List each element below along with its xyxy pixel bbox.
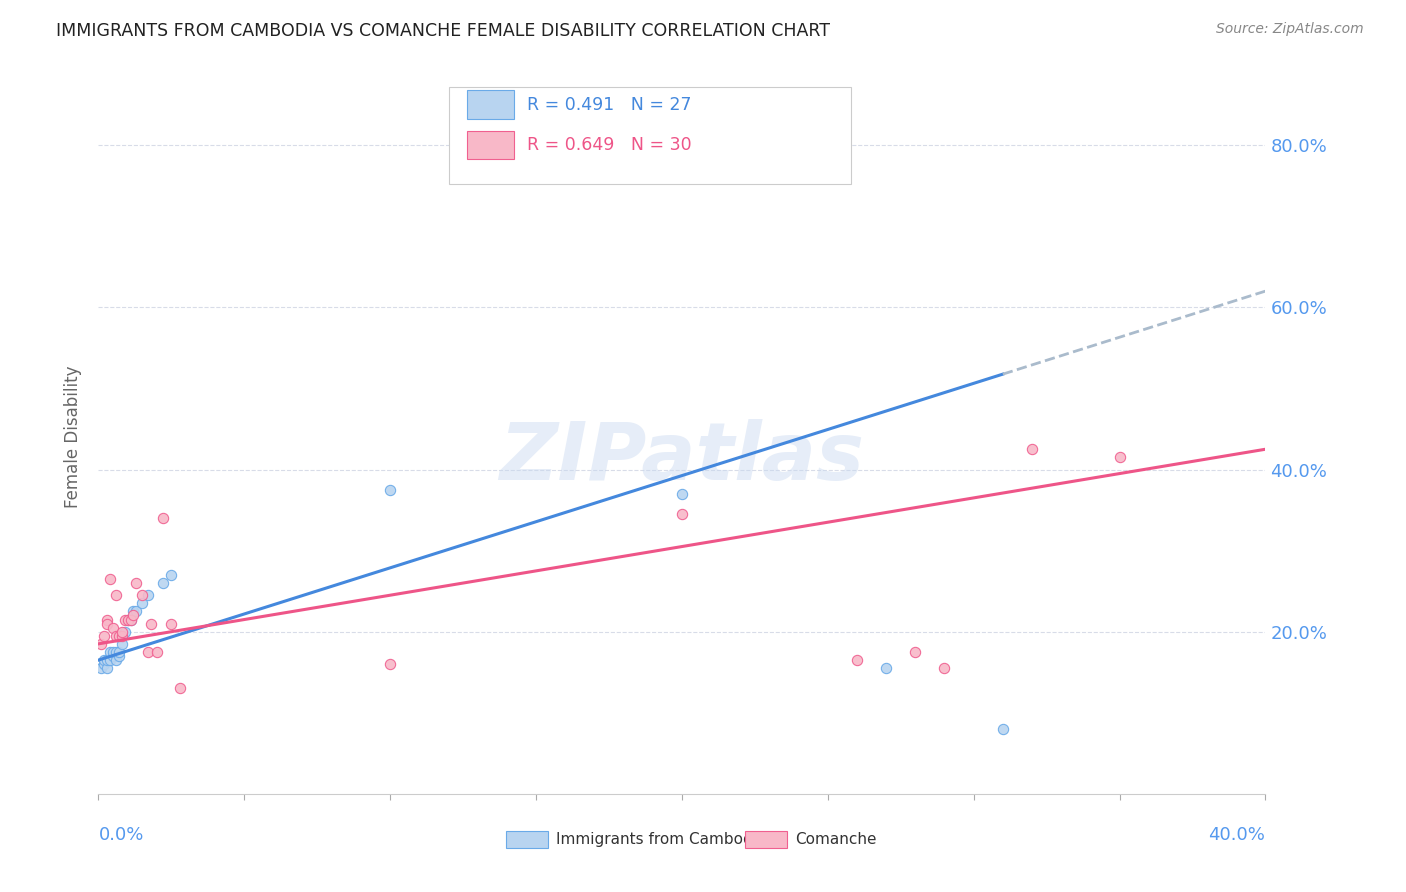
Text: ZIPatlas: ZIPatlas — [499, 419, 865, 498]
FancyBboxPatch shape — [449, 87, 851, 184]
Point — [104, 588, 127, 602]
Point — [96, 653, 118, 667]
Point — [114, 624, 136, 639]
Point — [122, 608, 145, 623]
Point — [875, 661, 897, 675]
Point — [101, 645, 124, 659]
Point — [93, 653, 115, 667]
Point — [934, 661, 956, 675]
Text: Immigrants from Cambodia: Immigrants from Cambodia — [555, 832, 766, 847]
Point — [671, 507, 693, 521]
Point — [378, 483, 402, 497]
FancyBboxPatch shape — [506, 831, 548, 848]
Point — [122, 604, 145, 618]
Point — [152, 576, 174, 591]
Point — [904, 645, 927, 659]
Text: R = 0.491   N = 27: R = 0.491 N = 27 — [527, 95, 692, 113]
Point — [108, 648, 131, 663]
Point — [117, 613, 139, 627]
Point — [1108, 450, 1130, 465]
Point — [1021, 442, 1043, 457]
Point — [96, 616, 118, 631]
Point — [108, 629, 131, 643]
Point — [114, 613, 136, 627]
Point — [160, 616, 183, 631]
Point — [96, 661, 118, 675]
Text: Source: ZipAtlas.com: Source: ZipAtlas.com — [1216, 22, 1364, 37]
Point — [131, 588, 153, 602]
Point — [98, 572, 121, 586]
Point — [111, 637, 134, 651]
Point — [131, 596, 153, 610]
Point — [104, 645, 127, 659]
Point — [101, 621, 124, 635]
Point — [125, 576, 148, 591]
Point — [101, 648, 124, 663]
Point — [98, 653, 121, 667]
Point — [120, 613, 142, 627]
Point — [136, 588, 159, 602]
Point — [104, 629, 127, 643]
Point — [111, 624, 134, 639]
Point — [845, 653, 868, 667]
Point — [152, 511, 174, 525]
Point — [146, 645, 169, 659]
Point — [93, 629, 115, 643]
Point — [125, 604, 148, 618]
Point — [120, 613, 142, 627]
Point — [93, 657, 115, 672]
FancyBboxPatch shape — [467, 131, 513, 160]
Point — [98, 645, 121, 659]
Point — [139, 616, 162, 631]
FancyBboxPatch shape — [745, 831, 787, 848]
Point — [378, 657, 402, 672]
Text: Comanche: Comanche — [796, 832, 876, 847]
Point — [108, 645, 131, 659]
Point — [104, 653, 127, 667]
Point — [160, 568, 183, 582]
Point — [90, 637, 112, 651]
Text: R = 0.649   N = 30: R = 0.649 N = 30 — [527, 136, 692, 154]
Point — [90, 661, 112, 675]
Point — [991, 722, 1014, 736]
Point — [671, 487, 693, 501]
Text: IMMIGRANTS FROM CAMBODIA VS COMANCHE FEMALE DISABILITY CORRELATION CHART: IMMIGRANTS FROM CAMBODIA VS COMANCHE FEM… — [56, 22, 830, 40]
Point — [117, 613, 139, 627]
Y-axis label: Female Disability: Female Disability — [65, 366, 83, 508]
FancyBboxPatch shape — [467, 90, 513, 119]
Text: 40.0%: 40.0% — [1209, 826, 1265, 844]
Point — [96, 613, 118, 627]
Text: 0.0%: 0.0% — [98, 826, 143, 844]
Point — [169, 681, 191, 696]
Point — [111, 629, 134, 643]
Point — [136, 645, 159, 659]
